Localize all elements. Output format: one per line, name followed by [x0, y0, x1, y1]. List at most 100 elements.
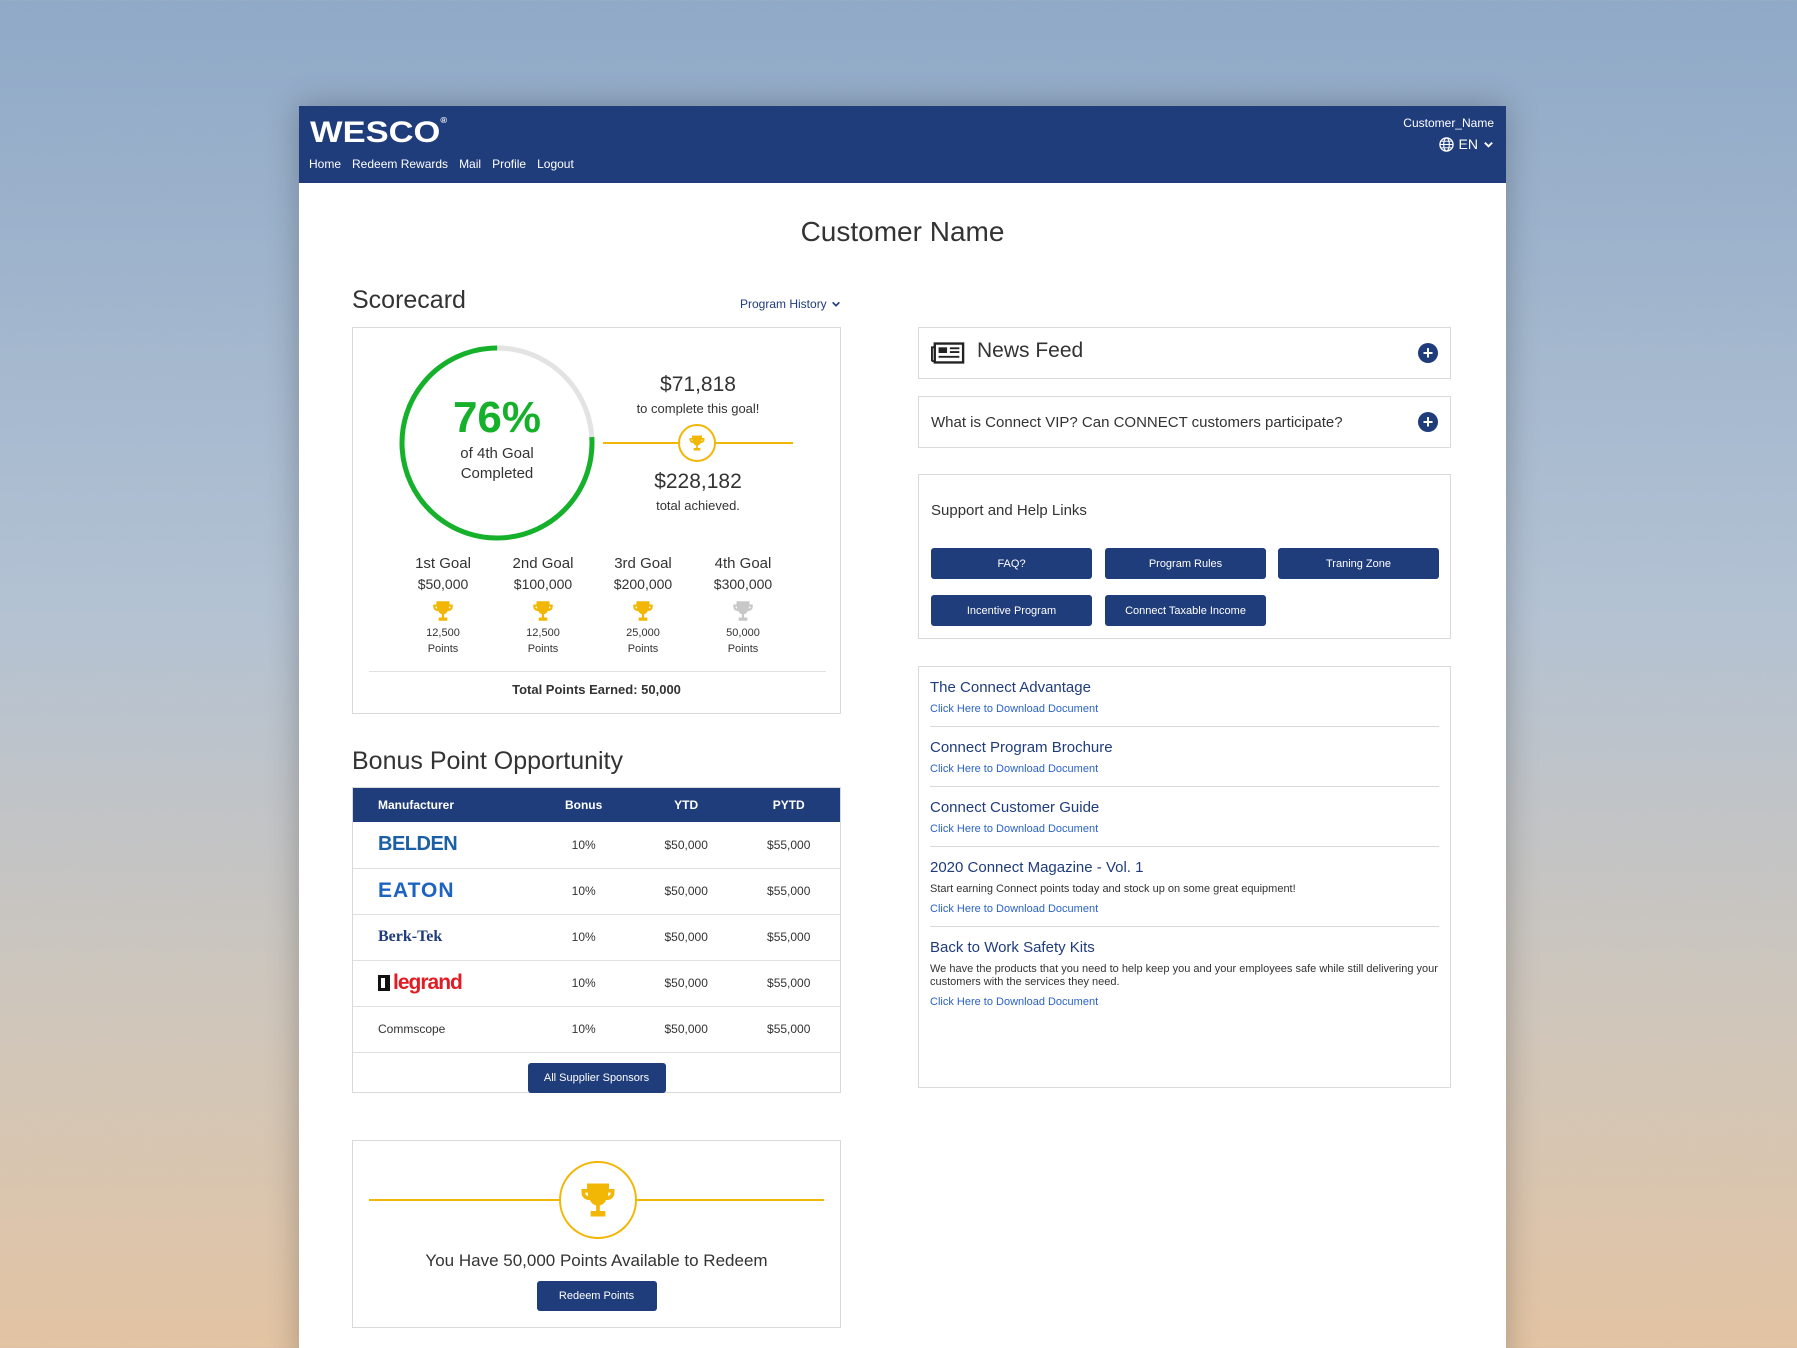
- document-item: The Connect Advantage Click Here to Down…: [930, 667, 1439, 727]
- pytd-cell: $55,000: [737, 822, 840, 869]
- col-manufacturer[interactable]: Manufacturer: [378, 798, 455, 812]
- goal-tier-4: 4th Goal $300,000 50,000 Points: [693, 555, 793, 656]
- document-description: We have the products that you need to he…: [930, 963, 1438, 988]
- goal-tiers: 1st Goal $50,000 12,500 Points 2nd Goal …: [393, 555, 793, 656]
- all-supplier-sponsors-button[interactable]: All Supplier Sponsors: [527, 1062, 666, 1093]
- documents-panel: The Connect Advantage Click Here to Down…: [918, 666, 1451, 1088]
- goal-points-label: Points: [627, 643, 659, 655]
- trophy-icon: [689, 435, 705, 451]
- trophy-icon-inactive: [733, 601, 753, 621]
- goal-percent: 76%: [452, 393, 542, 442]
- redeem-points-button[interactable]: Redeem Points: [536, 1281, 657, 1311]
- trophy-badge: [559, 1161, 637, 1239]
- wesco-logo[interactable]: WESCO®: [310, 116, 448, 149]
- nav-profile[interactable]: Profile: [492, 157, 527, 171]
- legrand-mark-icon: [378, 975, 390, 991]
- achieved-label: total achieved.: [656, 498, 740, 513]
- goal-amount: $100,000: [513, 576, 573, 592]
- program-history-dropdown[interactable]: Program History: [740, 297, 841, 311]
- document-description: Start earning Connect points today and s…: [930, 883, 1296, 895]
- app-window: WESCO® Home Redeem Rewards Mail Profile …: [299, 106, 1506, 1348]
- expand-plus-icon[interactable]: +: [1418, 412, 1438, 432]
- document-title[interactable]: Connect Customer Guide: [930, 799, 1100, 816]
- col-pytd[interactable]: PYTD: [772, 798, 805, 812]
- download-link[interactable]: Click Here to Download Document: [930, 823, 1099, 835]
- bonus-cell: 10%: [532, 868, 635, 915]
- bonus-cell: 10%: [532, 822, 635, 869]
- nav-redeem-rewards[interactable]: Redeem Rewards: [352, 157, 449, 171]
- table-row: BELDEN 10% $50,000 $55,000: [353, 822, 840, 869]
- language-selector[interactable]: EN: [1403, 136, 1494, 152]
- belden-logo: BELDEN: [378, 833, 458, 856]
- manufacturer-cell: EATON: [353, 868, 533, 915]
- user-name[interactable]: Customer_Name: [1403, 116, 1494, 130]
- table-row: Commscope 10% $50,000 $55,000: [353, 1006, 840, 1053]
- manufacturer-cell: Commscope: [353, 1006, 533, 1053]
- manufacturer-cell: Berk-Tek: [353, 914, 533, 961]
- nav-home[interactable]: Home: [309, 157, 342, 171]
- achieved-amount: $228,182: [654, 470, 742, 493]
- goal-points: 25,000: [626, 627, 660, 639]
- download-link[interactable]: Click Here to Download Document: [930, 763, 1099, 775]
- nav-logout[interactable]: Logout: [537, 157, 574, 171]
- trophy-divider: [603, 424, 793, 462]
- goal-percent-label-2: Completed: [460, 465, 534, 482]
- connect-taxable-income-button[interactable]: Connect Taxable Income: [1105, 595, 1266, 626]
- faq-accordion[interactable]: What is Connect VIP? Can CONNECT custome…: [918, 396, 1451, 448]
- chevron-down-icon: [831, 301, 840, 307]
- page-title: Customer Name: [800, 216, 1005, 247]
- language-label: EN: [1458, 136, 1478, 152]
- goal-tier-1: 1st Goal $50,000 12,500 Points: [393, 555, 493, 656]
- goal-amount: $300,000: [713, 576, 773, 592]
- col-ytd[interactable]: YTD: [674, 798, 699, 812]
- support-links-panel: Support and Help Links FAQ? Program Rule…: [918, 474, 1451, 639]
- top-navbar: WESCO® Home Redeem Rewards Mail Profile …: [299, 106, 1506, 183]
- main-nav: Home Redeem Rewards Mail Profile Logout: [309, 157, 574, 171]
- document-title[interactable]: Connect Program Brochure: [930, 739, 1113, 756]
- news-feed-title: News Feed: [977, 339, 1084, 362]
- faq-button[interactable]: FAQ?: [931, 548, 1092, 579]
- training-zone-button[interactable]: Traning Zone: [1278, 548, 1439, 579]
- points-available-text: You Have 50,000 Points Available to Rede…: [425, 1251, 768, 1270]
- newspaper-icon: [931, 342, 965, 364]
- download-link[interactable]: Click Here to Download Document: [930, 996, 1099, 1008]
- pytd-cell: $55,000: [737, 960, 840, 1007]
- news-feed-accordion[interactable]: News Feed +: [918, 327, 1451, 379]
- goal-points-label: Points: [527, 643, 559, 655]
- goal-name: 3rd Goal: [614, 555, 672, 572]
- divider: [369, 671, 826, 672]
- document-item: Connect Customer Guide Click Here to Dow…: [930, 787, 1439, 847]
- col-bonus[interactable]: Bonus: [564, 798, 603, 812]
- document-title[interactable]: 2020 Connect Magazine - Vol. 1: [930, 859, 1144, 876]
- incentive-program-button[interactable]: Incentive Program: [931, 595, 1092, 626]
- ytd-cell: $50,000: [634, 822, 738, 869]
- berk-tek-logo: Berk-Tek: [378, 928, 443, 945]
- nav-mail[interactable]: Mail: [459, 157, 482, 171]
- trophy-badge: [678, 424, 716, 462]
- goal-amount: $50,000: [417, 576, 469, 592]
- program-rules-button[interactable]: Program Rules: [1105, 548, 1266, 579]
- document-item: 2020 Connect Magazine - Vol. 1 Start ear…: [930, 847, 1439, 927]
- goal-summary: $71,818 to complete this goal! $228,182 …: [603, 373, 793, 513]
- faq-question: What is Connect VIP? Can CONNECT custome…: [931, 414, 1343, 431]
- expand-plus-icon[interactable]: +: [1418, 343, 1438, 363]
- chevron-down-icon: [1484, 141, 1493, 148]
- goal-points-label: Points: [427, 643, 459, 655]
- manufacturer-cell: legrand: [353, 960, 533, 1007]
- support-links-title: Support and Help Links: [931, 502, 1087, 519]
- goal-points-label: Points: [727, 643, 759, 655]
- legrand-logo: legrand: [378, 971, 463, 995]
- bonus-panel: Manufacturer Bonus YTD PYTD BELDEN 10% $…: [352, 787, 841, 1093]
- goal-amount: $200,000: [613, 576, 673, 592]
- download-link[interactable]: Click Here to Download Document: [930, 703, 1099, 715]
- document-title[interactable]: The Connect Advantage: [930, 679, 1091, 696]
- table-row: legrand 10% $50,000 $55,000: [353, 960, 840, 1007]
- bonus-heading: Bonus Point Opportunity: [352, 747, 623, 775]
- pytd-cell: $55,000: [737, 914, 840, 961]
- scorecard-heading: Scorecard: [352, 286, 466, 314]
- goal-name: 2nd Goal: [512, 555, 574, 572]
- download-link[interactable]: Click Here to Download Document: [930, 903, 1099, 915]
- document-title[interactable]: Back to Work Safety Kits: [930, 939, 1095, 956]
- table-row: EATON 10% $50,000 $55,000: [353, 868, 840, 915]
- document-item: Back to Work Safety Kits We have the pro…: [930, 927, 1439, 1019]
